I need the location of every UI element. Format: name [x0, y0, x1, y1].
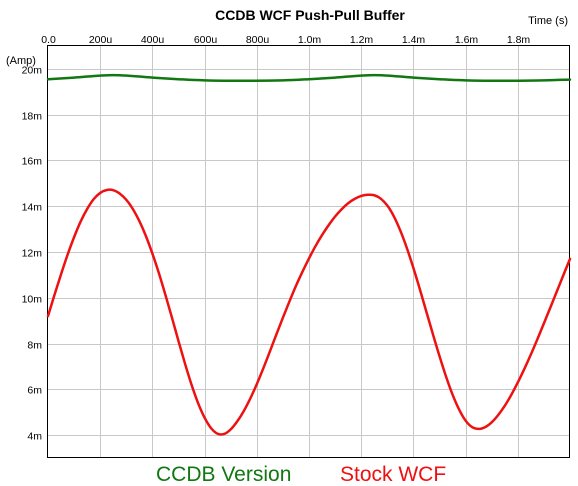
x-axis-ticks: 0.0 200u 400u 600u 800u 1.0m 1.2m 1.4m 1.6m 1.8m [41, 34, 530, 46]
y-tick-label: 20m [22, 65, 43, 77]
y-tick-label: 14m [22, 202, 43, 214]
x-tick-label: 1.6m [455, 34, 479, 46]
grid [48, 46, 570, 458]
series-line-ccdb-version [46, 73, 572, 83]
x-tick-label: 800u [246, 34, 270, 46]
y-tick-label: 16m [22, 156, 43, 168]
y-tick-label: 12m [22, 248, 43, 260]
y-tick-label: 10m [22, 294, 43, 306]
y-tick-label: 6m [27, 385, 42, 397]
series-lines [46, 73, 572, 436]
legend-entry-stock-wcf[interactable]: Stock WCF [340, 463, 446, 486]
x-tick-label: 1.4m [402, 34, 426, 46]
y-axis-ticks: 4m 6m 8m 10m 12m 14m 16m 18m 20m [22, 65, 43, 443]
y-tick-label: 4m [27, 431, 42, 443]
x-tick-label: 0.0 [41, 34, 56, 46]
legend-entry-ccdb-version[interactable]: CCDB Version [156, 463, 291, 486]
plot-area [47, 45, 570, 458]
y-tick-label: 18m [22, 111, 43, 123]
x-tick-label: 400u [141, 34, 165, 46]
series-line-stock-wcf [46, 188, 572, 436]
x-tick-label: 1.2m [350, 34, 374, 46]
x-tick-label: 600u [194, 34, 218, 46]
y-axis-label: (Amp) [6, 55, 36, 67]
x-tick-label: 1.0m [298, 34, 322, 46]
x-axis-label: Time (s) [528, 15, 568, 27]
x-tick-label: 200u [89, 34, 113, 46]
y-tick-label: 8m [27, 340, 42, 352]
chart-title: CCDB WCF Push-Pull Buffer [215, 7, 405, 23]
x-tick-label: 1.8m [507, 34, 531, 46]
